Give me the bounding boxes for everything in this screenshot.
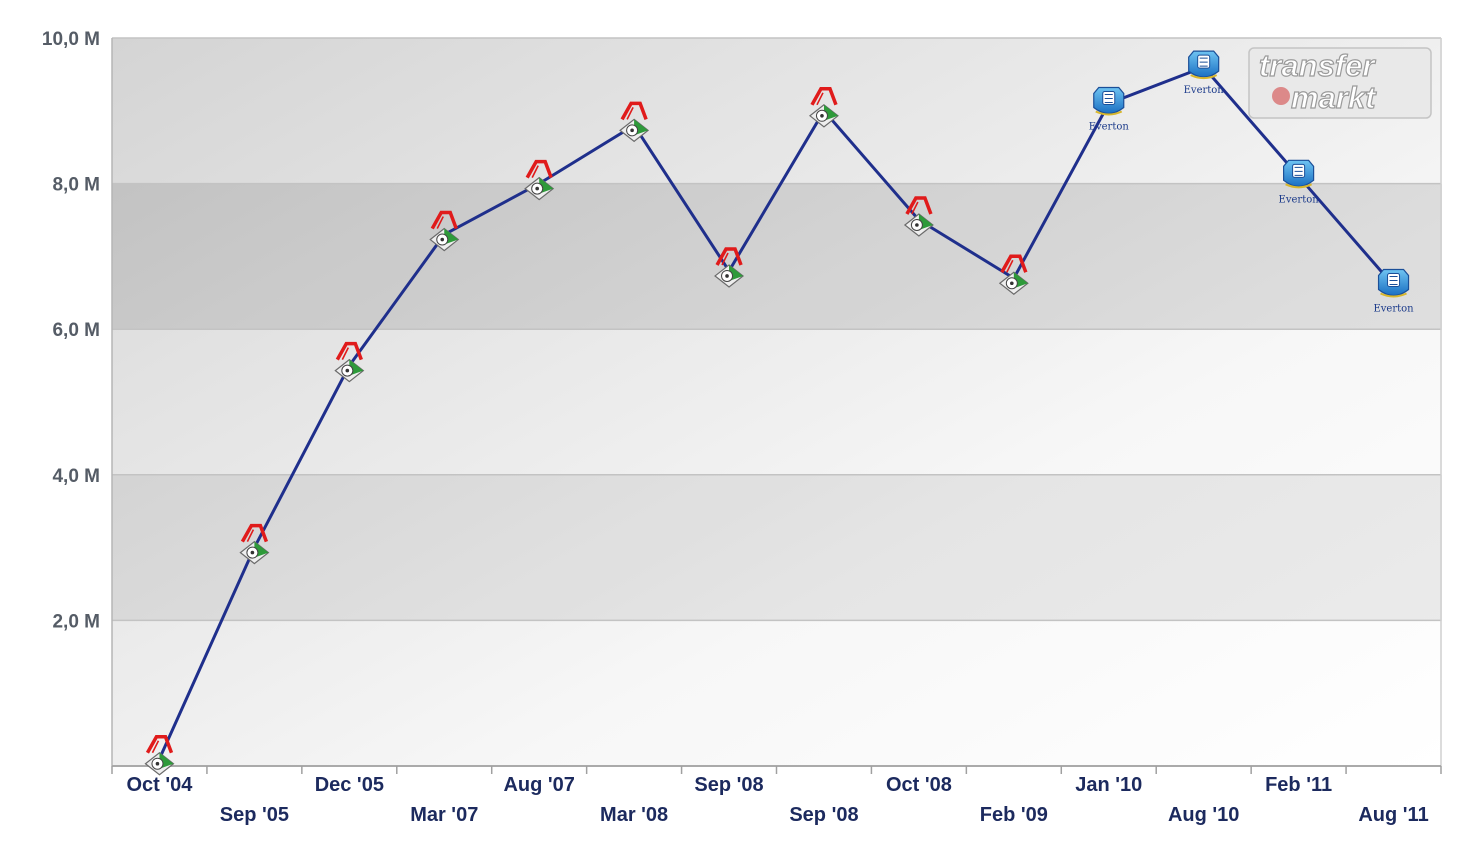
x-tick-label: Oct '08 (886, 774, 952, 796)
data-point-lokomotiv-crest[interactable] (429, 210, 460, 252)
series-line-market-value (158, 65, 1395, 760)
data-point-lokomotiv-crest[interactable] (808, 87, 839, 128)
x-tick-label: Aug '07 (503, 774, 574, 796)
plot-background (112, 38, 1442, 766)
data-point-lokomotiv-crest[interactable] (714, 247, 745, 288)
y-tick-label: 4,0 M (52, 466, 100, 487)
y-tick-label: 6,0 M (52, 320, 100, 341)
x-tick-label: Dec '05 (315, 774, 384, 796)
watermark-line2: markt (1291, 80, 1377, 115)
band-6-8 (112, 184, 1442, 330)
x-tick-label: Sep '05 (220, 804, 289, 826)
watermark-logo: transfer markt (1248, 47, 1432, 119)
gridlines (112, 37, 1441, 622)
x-tick-label: Sep '08 (694, 774, 763, 796)
y-tick-label: 2,0 M (52, 611, 100, 632)
everton-crest-label: Everton (1373, 304, 1414, 315)
watermark-line1: transfer (1259, 48, 1376, 83)
data-point-everton-crest[interactable]: Everton (1184, 50, 1225, 96)
x-tick-label: Feb '09 (980, 804, 1048, 826)
data-point-lokomotiv-crest[interactable] (239, 523, 270, 565)
data-point-lokomotiv-crest[interactable] (619, 101, 650, 143)
data-point-everton-crest[interactable]: Everton (1089, 86, 1130, 133)
data-point-lokomotiv-crest[interactable] (903, 196, 934, 237)
everton-crest-label: Everton (1184, 85, 1225, 96)
data-point-lokomotiv-crest[interactable] (524, 159, 555, 201)
data-point-everton-crest[interactable]: Everton (1279, 159, 1320, 205)
y-axis-ticks: 2,0 M 4,0 M 6,0 M 8,0 M 10,0 M (42, 29, 100, 632)
x-tick-label: Aug '11 (1358, 804, 1428, 826)
data-point-everton-crest[interactable]: Everton (1373, 268, 1414, 315)
data-point-markers: Everton Everton Everton Everton (144, 50, 1414, 776)
y-tick-label: 8,0 M (52, 175, 100, 196)
everton-crest-label: Everton (1279, 194, 1320, 205)
data-point-lokomotiv-crest[interactable] (334, 341, 365, 383)
y-tick-label: 10,0 M (42, 29, 100, 50)
x-tick-label: Aug '10 (1168, 804, 1239, 826)
x-axis-ticks: Oct '04 Sep '05 Dec '05 Mar '07 Aug '07 Mar '… (111, 766, 1442, 826)
x-tick-label: Feb '11 (1265, 774, 1332, 796)
everton-crest-label: Everton (1089, 122, 1130, 133)
x-tick-label: Oct '04 (127, 774, 194, 796)
x-tick-label: Jan '10 (1075, 774, 1142, 796)
x-tick-label: Mar '08 (600, 804, 668, 826)
data-point-lokomotiv-crest[interactable] (998, 254, 1029, 296)
x-tick-label: Mar '07 (410, 804, 478, 826)
band-2-4 (112, 475, 1442, 621)
x-tick-label: Sep '08 (789, 804, 858, 826)
data-point-lokomotiv-crest[interactable] (144, 734, 175, 776)
